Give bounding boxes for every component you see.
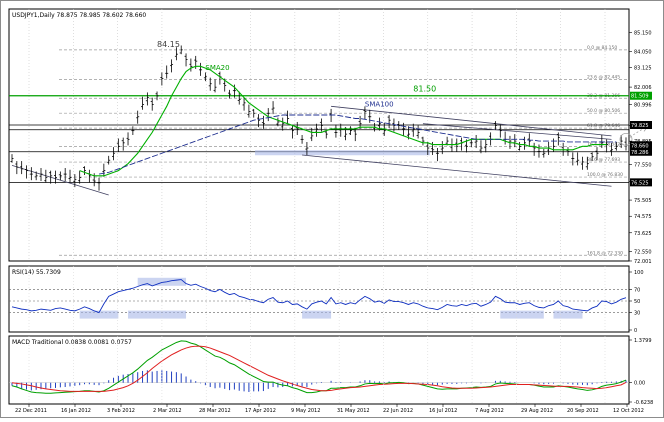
macd-axis-label: 1.3799 (634, 338, 652, 344)
fib-level-label: 161.8 @ 72.330 (587, 250, 623, 256)
price-highlight-label: 78.660 (631, 143, 649, 149)
sma100-label: SMA100 (365, 100, 394, 108)
price-axis-label: 80.996 (634, 103, 652, 109)
price-highlight-label: 81.509 (631, 94, 649, 100)
x-axis-label: 28 Mar 2012 (199, 408, 231, 414)
price-highlight-box (630, 147, 652, 156)
rsi-axis-label: 0 (634, 328, 637, 334)
support-zone (345, 150, 430, 156)
price-highlight-box (630, 141, 652, 150)
fib-level-label: 23.6 @ 82.445 (587, 74, 620, 80)
symbol-label: USDJPY1,Daily 78.875 78.985 78.602 78.66… (12, 12, 146, 19)
trendline-upper (422, 123, 612, 140)
sma20-label: SMA20 (205, 64, 229, 72)
price-axis-label: 74.575 (634, 214, 652, 220)
x-axis-label: 31 May 2012 (337, 408, 370, 414)
x-axis-label: 17 Apr 2012 (245, 408, 276, 414)
x-axis-label: 20 Sep 2012 (567, 408, 599, 414)
fib-level-label: 0.0 @ 84.150 (587, 45, 617, 51)
price-highlight-box (630, 91, 652, 100)
rsi-axis-label: 70 (634, 287, 640, 293)
price-axis-label: 77.550 (634, 163, 652, 169)
price-highlight-box (630, 178, 652, 187)
x-axis-label: 3 Feb 2012 (107, 408, 135, 414)
rsi-axis-label: 30 (634, 311, 640, 317)
sma100-line (98, 114, 617, 175)
rsi-highlight-zone (500, 310, 544, 319)
fib-level-label: 50.0 @ 80.506 (587, 108, 620, 114)
x-axis-label: 22 Dec 2011 (15, 408, 47, 414)
price-axis-label: 72.001 (634, 259, 652, 265)
x-axis-label: 16 Jul 2012 (429, 408, 457, 414)
macd-panel: MACD Traditional 0.0838 0.0081 0.0757 (8, 335, 630, 405)
x-axis-label: 2 Mar 2012 (153, 408, 182, 414)
x-axis-label: 12 Oct 2012 (613, 408, 644, 414)
rsi-line (11, 279, 627, 314)
price-axis-label: 82.006 (634, 85, 652, 91)
price-axis-label: 75.505 (634, 198, 652, 204)
fib-level-label: 100.0 @ 76.830 (587, 172, 623, 178)
rsi-highlight-zone (553, 310, 583, 319)
price-axis-label: 72.550 (634, 249, 652, 255)
resistance-label: 81.50 (413, 85, 436, 94)
macd-axis-label: 0.00 (634, 381, 645, 387)
price-highlight-box (630, 121, 652, 130)
price-panel: USDJPY1,Daily 78.875 78.985 78.602 78.66… (8, 8, 648, 262)
price-axis-label: 73.625 (634, 231, 652, 237)
rsi-highlight-zone (128, 310, 187, 319)
rsi-highlight-zone (79, 310, 119, 319)
price-axis-label: 84.050 (634, 50, 652, 56)
fib-level-label: 61.8 @ 79.646 (587, 123, 620, 129)
price-highlight-label: 76.525 (631, 180, 649, 186)
x-axis-label: 29 Aug 2012 (521, 408, 553, 414)
support-zone (255, 150, 345, 156)
x-axis-label: 9 May 2012 (291, 408, 320, 414)
macd-signal-line (11, 345, 627, 392)
macd-title: MACD Traditional 0.0838 0.0081 0.0757 (12, 339, 132, 346)
price-highlight-label: 78.286 (631, 150, 649, 156)
rsi-title: RSI(14) 55.7309 (12, 269, 61, 276)
rsi-highlight-zone (302, 310, 332, 319)
trendline-lower (302, 154, 612, 187)
trendline-channel (331, 105, 612, 137)
x-axis-label: 7 Aug 2012 (475, 408, 504, 414)
high-label: 84.15 (157, 40, 180, 49)
rsi-panel: RSI(14) 55.7309 (8, 265, 630, 333)
forecast-circle (619, 132, 633, 146)
price-axis-label: 83.125 (634, 66, 652, 72)
rsi-axis-label: 50 (634, 299, 640, 305)
x-axis-label: 22 Jun 2012 (383, 408, 413, 414)
price-highlight-label: 79.825 (631, 123, 649, 129)
price-axis-label: 85.150 (634, 30, 652, 36)
rsi-axis-label: 100 (634, 270, 644, 276)
fib-level-label: 88.6 @ 77.693 (587, 157, 620, 163)
macd-axis-label: -0.6238 (634, 400, 653, 406)
sma20-line (79, 65, 607, 177)
x-axis-label: 16 Jan 2012 (61, 408, 91, 414)
